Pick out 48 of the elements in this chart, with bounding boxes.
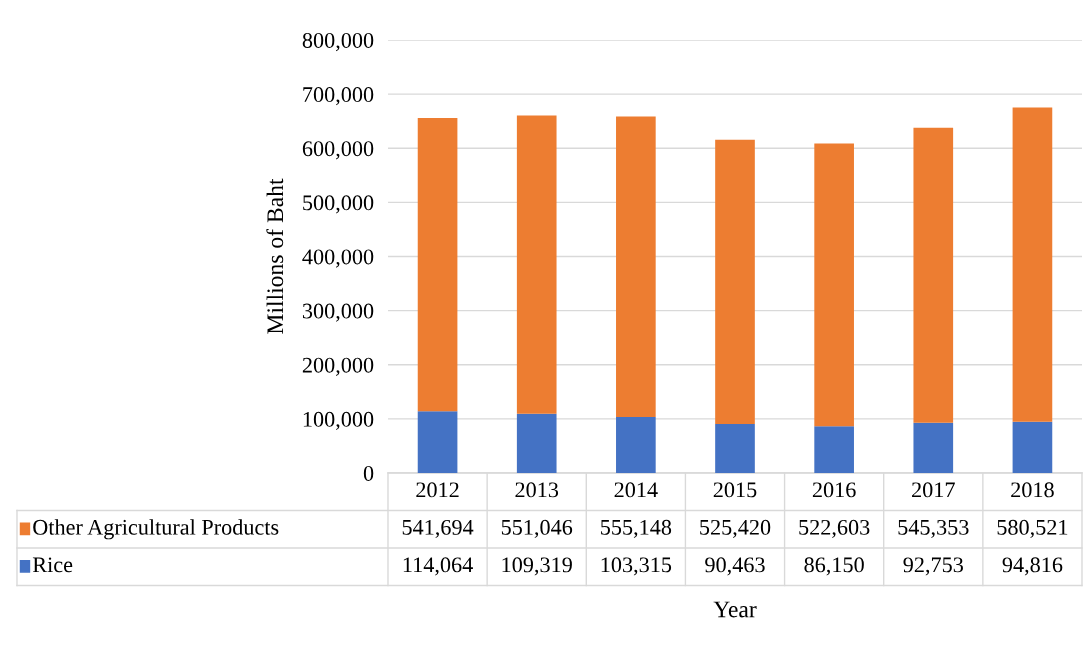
x-tick-label: 2013 — [515, 482, 559, 498]
data-label: 522,603 — [799, 519, 870, 539]
bar — [715, 139, 755, 425]
x-tick-label: 2014 — [614, 482, 658, 498]
bar — [1012, 107, 1053, 422]
x-tick-label: 2017 — [912, 482, 955, 498]
bar — [1012, 421, 1053, 473]
data-label: 90,463 — [705, 557, 765, 576]
data-label: 580,521 — [997, 519, 1068, 539]
data-label: 545,353 — [898, 519, 969, 539]
y-tick-label: 100,000 — [303, 411, 374, 430]
data-label: 541,694 — [402, 519, 474, 539]
y-tick-label: 500,000 — [303, 195, 374, 214]
y-tick-label: 600,000 — [302, 141, 374, 160]
bar — [616, 417, 656, 473]
y-tick-label: 0 — [363, 465, 374, 481]
x-tick-label: 2015 — [713, 482, 757, 498]
y-tick-label: 700,000 — [303, 87, 374, 106]
bar — [417, 118, 458, 412]
data-label: 551,046 — [501, 519, 573, 539]
bar — [616, 116, 656, 418]
bar — [814, 143, 854, 427]
legend-label: Rice — [32, 557, 73, 573]
bar — [516, 115, 557, 414]
bar — [913, 422, 954, 473]
bar — [814, 426, 854, 473]
data-label: 555,148 — [601, 519, 672, 539]
legend-label: Other Agricultural Products — [33, 519, 279, 540]
data-label: 92,753 — [903, 557, 963, 576]
bar — [715, 424, 755, 473]
bar — [913, 127, 954, 423]
y-tick-label: 300,000 — [302, 303, 374, 322]
data-label: 114,064 — [403, 557, 473, 576]
x-axis-title: Year — [713, 601, 757, 618]
bar — [417, 411, 458, 473]
data-label: 525,420 — [700, 519, 771, 539]
data-label: 109,319 — [502, 557, 572, 576]
bar — [516, 413, 557, 473]
data-label: 103,315 — [601, 557, 672, 576]
data-label: 94,816 — [1002, 557, 1063, 576]
x-tick-label: 2012 — [416, 482, 459, 498]
data-label: 86,150 — [804, 557, 864, 576]
y-tick-label: 800,000 — [302, 32, 374, 52]
y-tick-label: 200,000 — [302, 357, 374, 376]
y-tick-label: 400,000 — [302, 249, 374, 268]
y-axis-title: Millions of Baht — [266, 178, 284, 334]
x-tick-label: 2016 — [812, 482, 856, 498]
x-tick-label: 2018 — [1011, 482, 1054, 498]
